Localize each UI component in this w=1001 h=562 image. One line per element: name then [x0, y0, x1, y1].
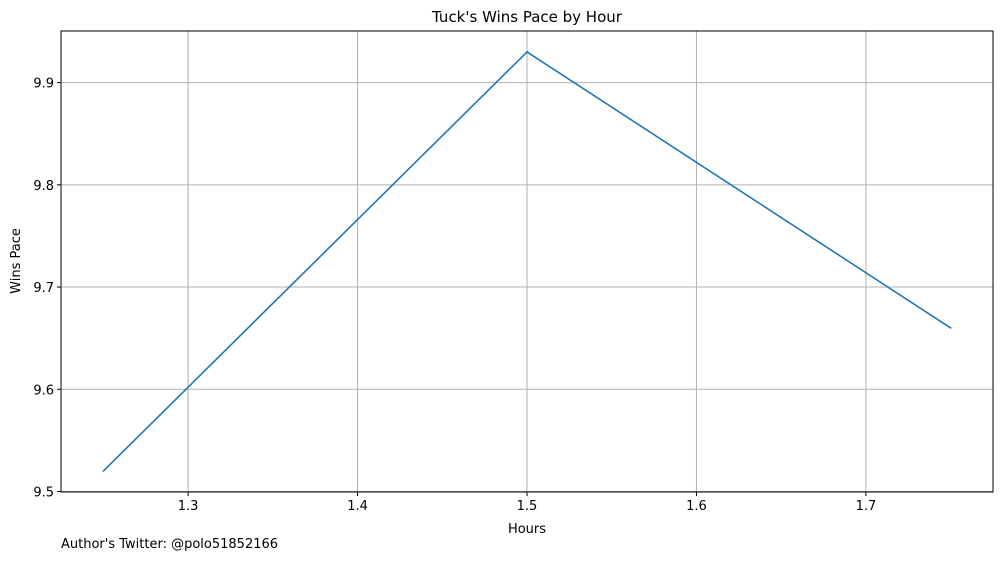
y-tick-label: 9.8 [33, 179, 54, 194]
y-axis-label: Wins Pace [9, 228, 24, 294]
x-tick-label: 1.3 [178, 499, 199, 514]
author-credit: Author's Twitter: @polo51852166 [61, 537, 279, 552]
x-tick-label: 1.5 [517, 499, 538, 514]
data-point [949, 327, 952, 329]
y-tick-label: 9.7 [33, 281, 54, 296]
x-tick-label: 1.6 [686, 499, 707, 514]
series-group [102, 51, 952, 472]
x-tick-label: 1.4 [347, 499, 368, 514]
y-tick-label: 9.5 [33, 485, 54, 500]
chart-title: Tuck's Wins Pace by Hour [431, 8, 623, 26]
data-point [526, 51, 528, 53]
x-axis: 1.3 1.4 1.5 1.6 1.7 [178, 492, 877, 514]
x-tick-label: 1.7 [856, 499, 877, 514]
y-tick-label: 9.9 [33, 77, 54, 92]
y-axis: 9.5 9.6 9.7 9.8 9.9 [33, 77, 61, 500]
data-point [102, 470, 105, 472]
y-tick-label: 9.6 [33, 383, 54, 398]
x-axis-label: Hours [508, 522, 546, 537]
grid-lines [61, 31, 993, 492]
